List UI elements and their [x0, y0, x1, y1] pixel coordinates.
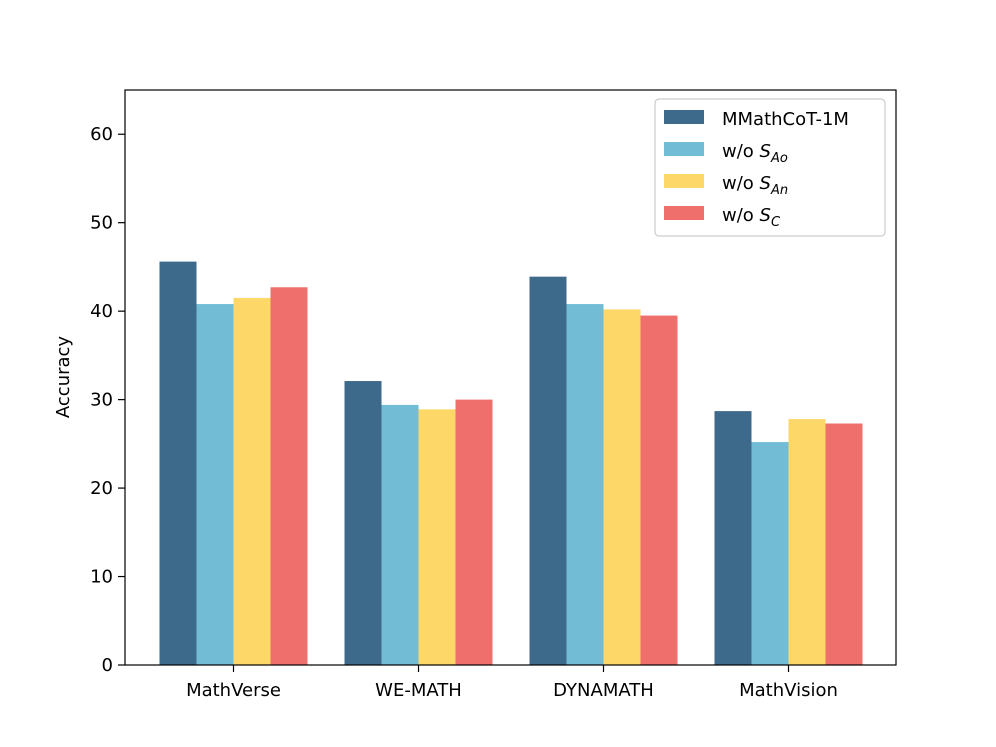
bar-dynamath-series-1: [566, 304, 604, 665]
y-tick-label: 60: [90, 124, 113, 145]
y-tick-label: 40: [90, 301, 113, 322]
bar-mathvision-series-0: [714, 411, 752, 665]
y-tick-label: 50: [90, 213, 113, 234]
y-tick-label: 10: [90, 567, 113, 588]
bar-mathverse-series-0: [159, 261, 197, 665]
y-axis-title: Accuracy: [53, 336, 74, 419]
bar-we-math-series-1: [381, 404, 419, 665]
bar-mathvision-series-3: [825, 423, 863, 665]
bar-mathvision-series-1: [751, 442, 789, 665]
y-axis: 0 10 20 30 40 50 60: [90, 124, 125, 676]
legend-label: w/o SAo: [722, 141, 788, 166]
x-axis: MathVerse WE-MATH DYNAMATH MathVision: [186, 665, 838, 701]
bars-layer: [159, 261, 863, 665]
bar-mathvision-series-2: [788, 419, 826, 665]
plot-frame: [124, 89, 897, 666]
bar-dynamath-series-0: [529, 276, 567, 665]
legend-box: [654, 98, 886, 237]
legend-label: w/o SAn: [722, 173, 788, 198]
legend-label: w/o SC: [722, 205, 781, 230]
y-tick-label: 30: [90, 390, 113, 411]
legend: MMathCoT-1M w/o SAo w/o SAn w/o SC: [654, 98, 886, 237]
bar-mathverse-series-2: [233, 297, 271, 665]
bar-mathverse-series-1: [196, 304, 234, 665]
x-tick-label: MathVerse: [186, 680, 281, 701]
legend-swatch: [664, 174, 704, 188]
legend-label: MMathCoT-1M: [722, 109, 849, 130]
x-tick-label: MathVision: [739, 680, 838, 701]
bar-mathverse-series-3: [270, 287, 308, 665]
bar-we-math-series-2: [418, 409, 456, 665]
bar-dynamath-series-3: [640, 315, 678, 665]
legend-swatch: [664, 142, 704, 156]
x-tick-label: WE-MATH: [375, 680, 462, 701]
legend-swatch: [664, 110, 704, 124]
y-tick-label: 20: [90, 478, 113, 499]
bar-we-math-series-3: [455, 399, 493, 665]
x-tick-label: DYNAMATH: [553, 680, 654, 701]
legend-swatch: [664, 206, 704, 220]
y-tick-label: 0: [102, 655, 113, 676]
bar-we-math-series-0: [344, 381, 382, 665]
bar-dynamath-series-2: [603, 309, 641, 665]
